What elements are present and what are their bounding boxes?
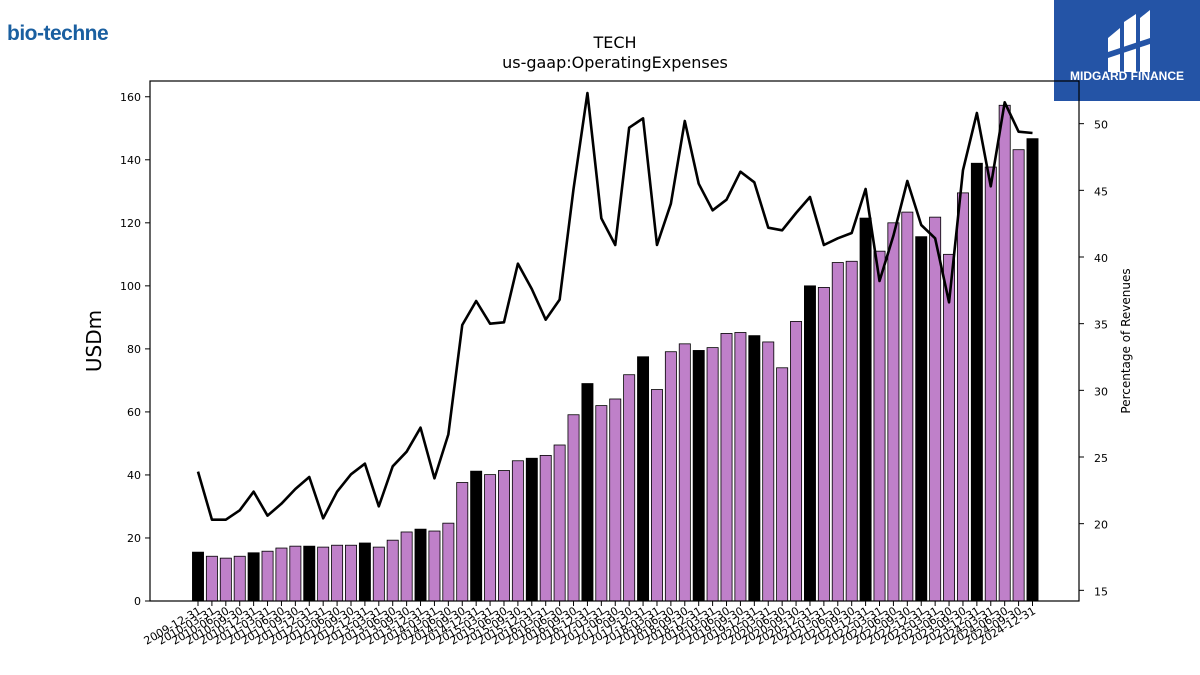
annual-bar	[859, 217, 872, 602]
y-tick-label: 140	[120, 154, 141, 167]
quarterly-bar	[901, 211, 914, 602]
annual-bar	[192, 551, 204, 602]
y-tick-label: 40	[127, 469, 141, 482]
quarterly-bar	[845, 260, 858, 602]
y-tick-label: 20	[127, 532, 141, 545]
annual-bar	[247, 552, 260, 602]
midgard-finance-label: MIDGARD FINANCE	[1070, 69, 1184, 83]
quarterly-bar	[776, 367, 789, 602]
quarterly-bar	[219, 557, 232, 602]
plot-area: 0204060801001201401601520253035404550200…	[120, 91, 1108, 648]
annual-bar	[303, 545, 316, 602]
quarterly-bar	[345, 544, 357, 602]
quarterly-bar	[595, 405, 608, 602]
y2-tick-label: 50	[1094, 119, 1108, 132]
annual-bar	[581, 383, 594, 602]
y-axis-label: USDm	[82, 310, 106, 372]
y-tick-label: 80	[127, 343, 141, 356]
y-tick-label: 0	[134, 595, 141, 608]
annual-bar	[970, 162, 983, 602]
chart-subtitle: us-gaap:OperatingExpenses	[502, 53, 728, 72]
quarterly-bar	[442, 522, 455, 602]
annual-bar	[748, 335, 761, 602]
quarterly-bar	[484, 474, 497, 602]
quarterly-bar	[623, 374, 636, 602]
quarterly-bar	[567, 414, 580, 602]
quarterly-bar	[1012, 149, 1025, 602]
quarterly-bar	[456, 482, 469, 602]
y-tick-label: 160	[120, 91, 141, 104]
quarterly-bar	[887, 222, 900, 602]
annual-bar	[358, 542, 371, 602]
y2-tick-label: 25	[1094, 452, 1108, 465]
quarterly-bar	[720, 333, 733, 602]
quarterly-bar	[706, 347, 719, 602]
quarterly-bar	[651, 389, 663, 602]
quarterly-bar	[984, 166, 997, 602]
annual-bar	[915, 236, 928, 602]
annual-bar	[1026, 138, 1039, 602]
y-tick-label: 60	[127, 406, 141, 419]
quarterly-bar	[539, 454, 552, 602]
quarterly-bar	[873, 250, 886, 602]
quarterly-bar	[664, 351, 677, 602]
quarterly-bar	[831, 262, 844, 602]
quarterly-bar	[762, 341, 775, 602]
chart-title: TECH	[592, 33, 636, 52]
annual-bar	[414, 528, 427, 602]
quarterly-bar	[956, 192, 969, 602]
y-tick-label: 100	[120, 280, 141, 293]
y2-tick-label: 30	[1094, 385, 1108, 398]
quarterly-bar	[317, 546, 330, 602]
quarterly-bar	[553, 444, 566, 602]
annual-bar	[637, 356, 650, 602]
quarterly-bar	[261, 550, 274, 602]
quarterly-bar	[790, 321, 803, 602]
bio-techne-logo: bio-techne	[7, 22, 109, 45]
quarterly-bar	[678, 343, 691, 602]
quarterly-bar	[372, 546, 385, 602]
annual-bar	[470, 470, 483, 602]
plot-frame	[149, 80, 1080, 602]
quarterly-bar	[929, 216, 942, 602]
quarterly-bar	[609, 398, 622, 602]
annual-bar	[692, 350, 705, 602]
y2-tick-label: 35	[1094, 319, 1108, 332]
quarterly-bar	[331, 544, 344, 602]
y2-axis-label: Percentage of Revenues	[1119, 268, 1133, 413]
quarterly-bar	[817, 287, 830, 602]
y-tick-label: 120	[120, 217, 141, 230]
quarterly-bar	[943, 253, 956, 602]
quarterly-bar	[511, 460, 524, 602]
quarterly-bar	[275, 547, 288, 602]
y2-tick-label: 45	[1094, 185, 1108, 198]
percentage-line	[196, 91, 1033, 521]
quarterly-bar	[289, 545, 302, 602]
quarterly-bar	[498, 470, 510, 602]
quarterly-bar	[734, 332, 747, 602]
quarterly-bar	[400, 531, 413, 602]
quarterly-bar	[205, 555, 218, 602]
y2-tick-label: 15	[1094, 585, 1108, 598]
quarterly-bar	[386, 539, 399, 602]
quarterly-bar	[428, 530, 441, 602]
annual-bar	[804, 285, 816, 602]
midgard-emblem-icon	[1108, 10, 1150, 72]
quarterly-bar	[233, 555, 246, 602]
annual-bar	[525, 457, 538, 602]
quarterly-bar	[998, 104, 1011, 602]
y2-tick-label: 40	[1094, 252, 1108, 265]
y2-tick-label: 20	[1094, 519, 1108, 532]
midgard-finance-logo: MIDGARD FINANCE	[1054, 0, 1200, 101]
